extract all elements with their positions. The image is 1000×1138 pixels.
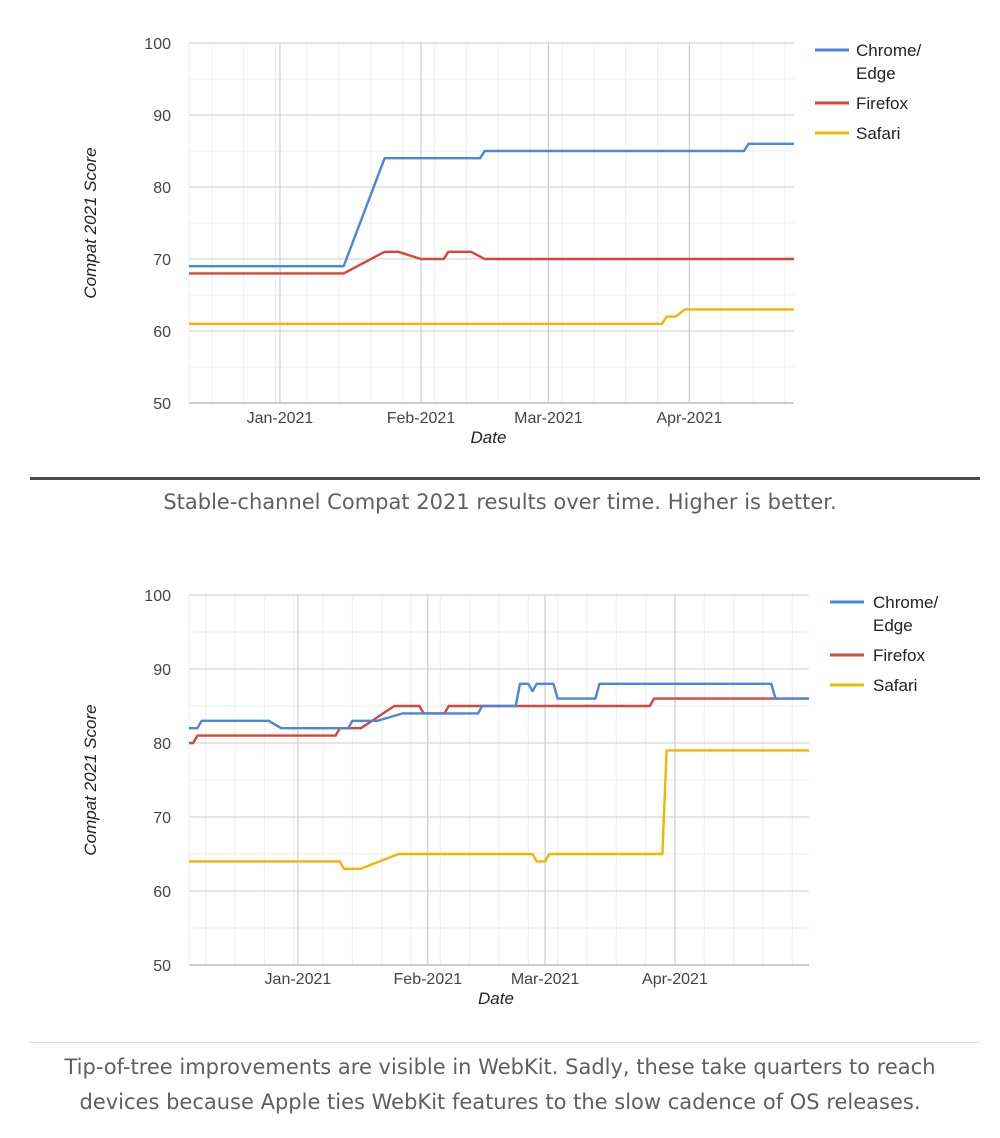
y-tick-label: 50 [153,958,171,975]
y-tick-label: 60 [153,324,171,341]
x-tick-label: Apr-2021 [656,410,722,427]
x-axis-title: Date [478,989,514,1008]
series-line-2 [189,308,794,325]
x-tick-label: Jan-2021 [247,410,314,427]
caption-stable: Stable-channel Compat 2021 results over … [163,490,837,514]
x-tick-label: Jan-2021 [265,971,332,988]
legend-label: Safari [873,676,917,695]
y-tick-label: 50 [153,396,171,413]
y-tick-label: 60 [153,884,171,901]
gridlines [188,594,809,966]
legend-label: Firefox [873,646,925,665]
y-axis-title: Compat 2021 Score [81,147,100,298]
x-tick-label: Mar-2021 [514,410,583,427]
chart-tot-svg: 100 90 80 70 60 50 Jan-2021 Feb-2021 Mar-2021 Apr… [81,588,938,1008]
x-tick-label: Mar-2021 [511,971,580,988]
y-tick-label: 80 [153,180,171,197]
series-line-0 [189,682,809,730]
legend-label: Firefox [856,94,908,113]
series-line-0 [189,142,794,268]
legend-label: Safari [856,124,900,143]
caption-divider [30,1042,980,1043]
x-tick-label: Apr-2021 [642,971,708,988]
legend-label: Edge [873,616,913,635]
section-divider [30,477,980,480]
compat-chart-stable: 100 90 80 70 60 50 Jan-2021 Feb-2021 Mar-2021 Apr… [0,0,1000,470]
chart-stable-svg: 100 90 80 70 60 50 Jan-2021 Feb-2021 Mar-2021 Apr… [81,36,921,447]
legend-label: Chrome/ [856,41,921,60]
y-axis-title: Compat 2021 Score [81,704,100,855]
x-tick-label: Feb-2021 [387,410,456,427]
series-line-1 [189,250,794,275]
caption-tot-line-2: devices because Apple ties WebKit featur… [79,1090,921,1114]
y-tick-label: 80 [153,736,171,753]
y-tick-label: 90 [153,662,171,679]
x-tick-label: Feb-2021 [394,971,463,988]
caption-tip-of-tree: Tip-of-tree improvements are visible in … [20,1050,980,1120]
legend: Chrome/Edge Firefox Safari [830,593,938,695]
y-tick-label: 100 [144,36,171,53]
series-line-1 [189,697,809,745]
compat-chart-tip-of-tree: 100 90 80 70 60 50 Jan-2021 Feb-2021 Mar-2021 Apr… [0,560,1000,1030]
y-tick-label: 70 [153,810,171,827]
legend-label: Edge [856,64,896,83]
legend-label: Chrome/ [873,593,938,612]
series-line-2 [189,749,809,870]
x-axis-title: Date [471,428,507,447]
y-tick-label: 90 [153,108,171,125]
caption-tot-line-1: Tip-of-tree improvements are visible in … [64,1055,936,1079]
legend: Chrome/Edge Firefox Safari [815,41,921,143]
gridlines [188,42,794,404]
y-tick-label: 70 [153,252,171,269]
y-tick-label: 100 [144,588,171,605]
